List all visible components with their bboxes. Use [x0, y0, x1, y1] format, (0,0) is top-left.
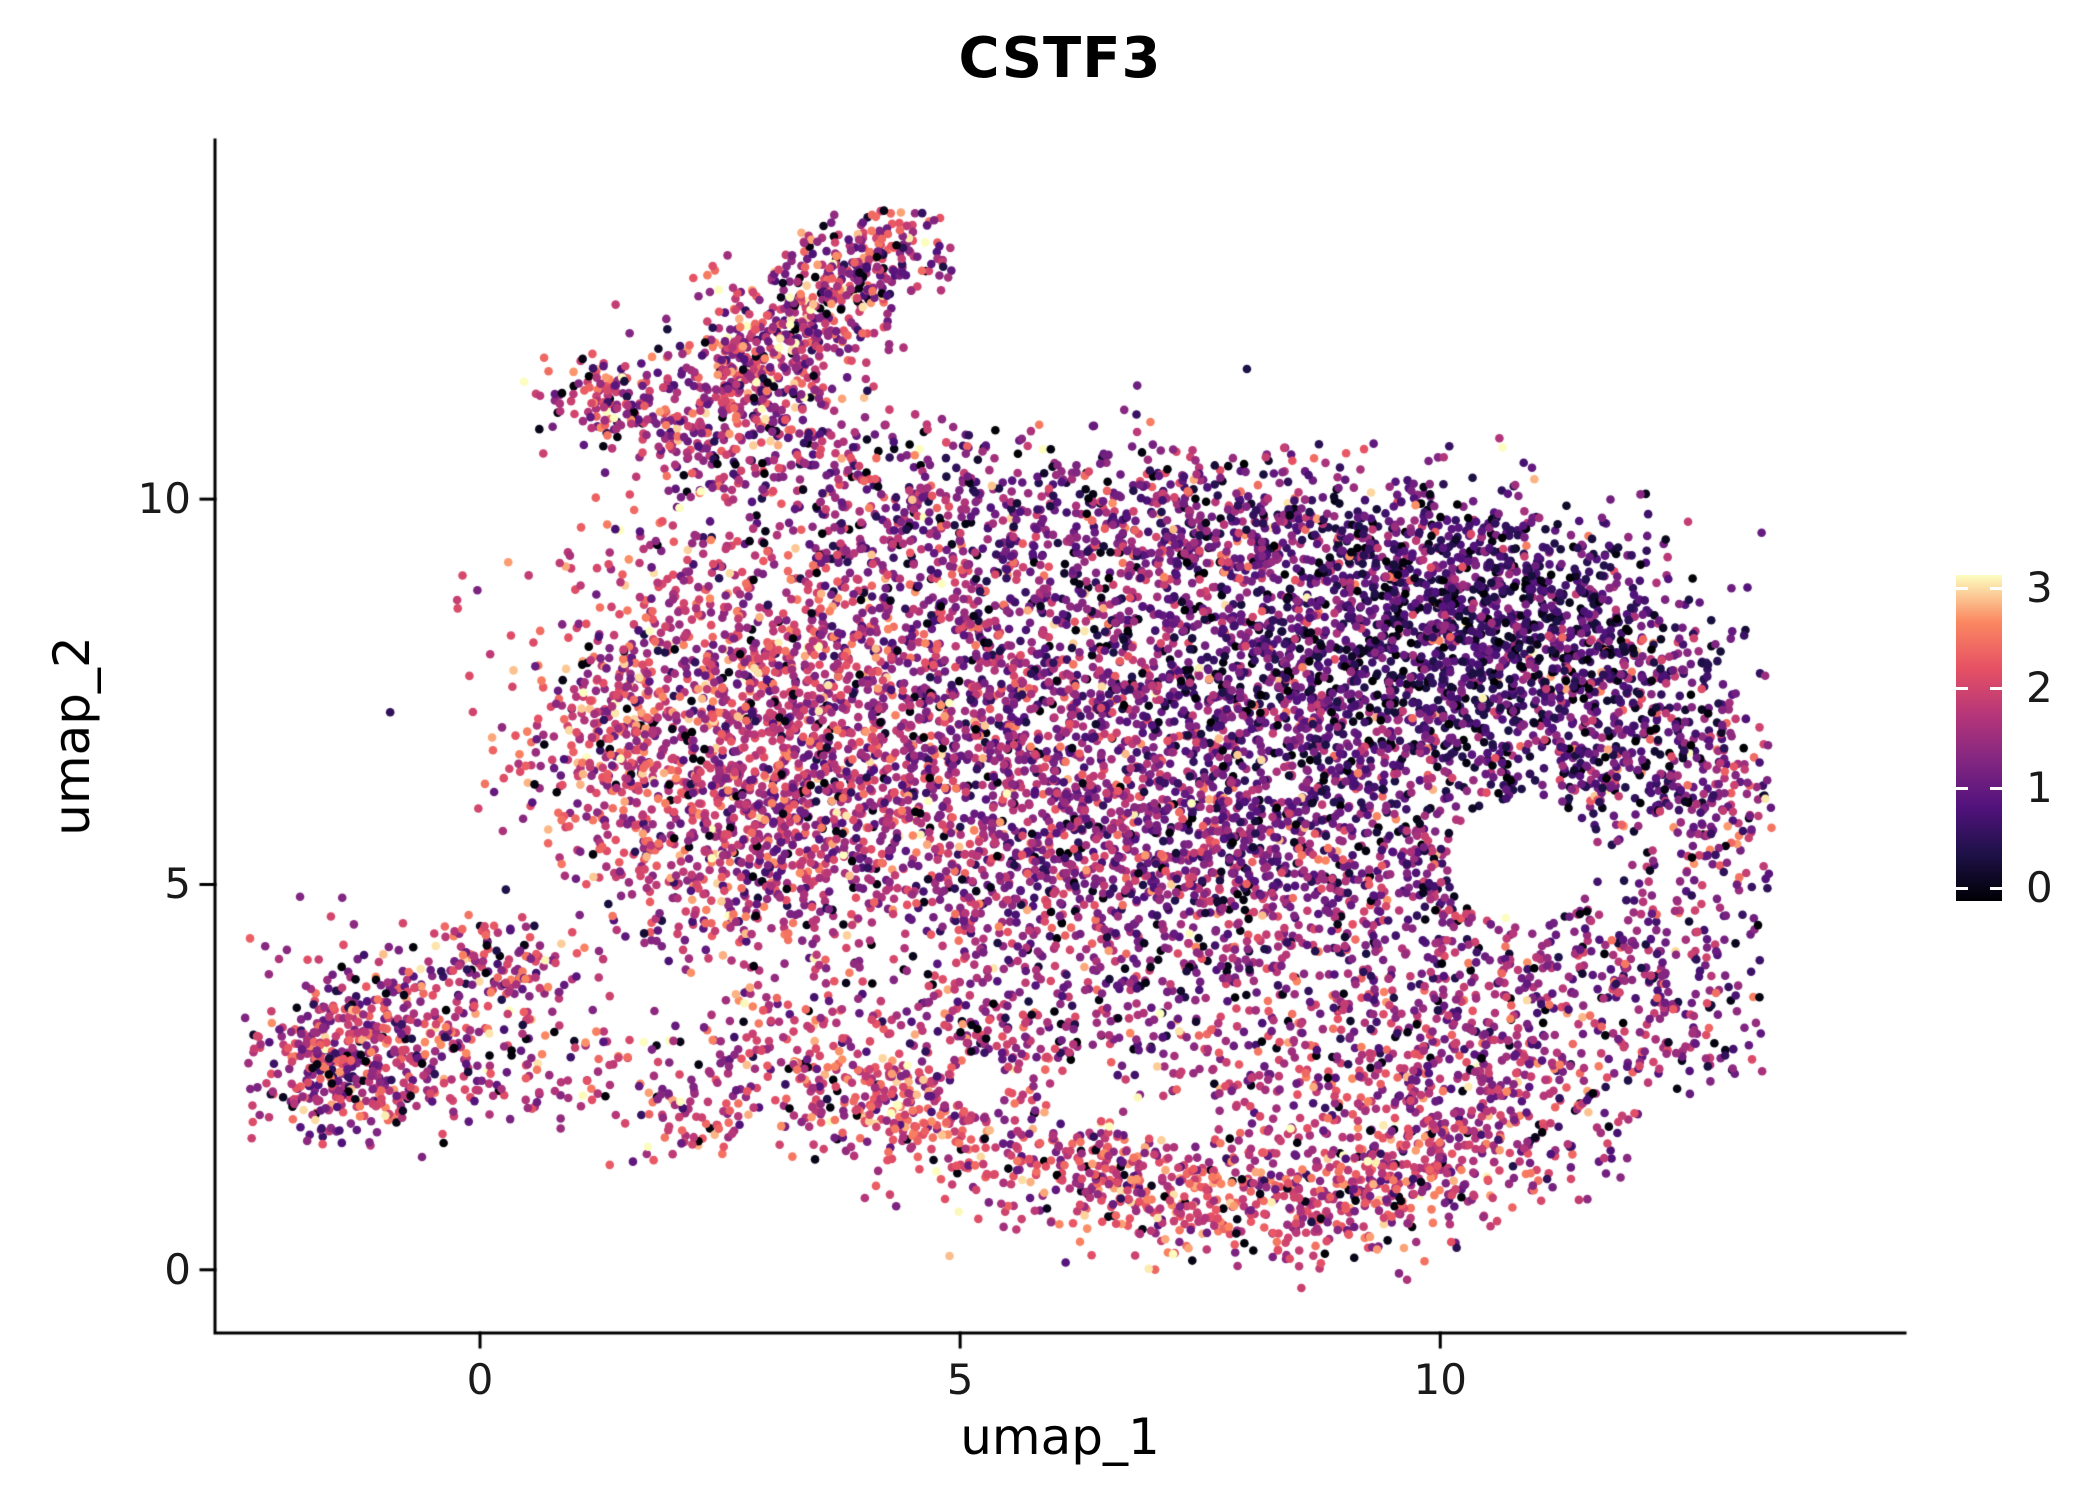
colorbar-tick: [1956, 686, 1968, 690]
colorbar-tick: [1956, 786, 1968, 790]
colorbar-tick: [1990, 586, 2002, 590]
y-tick-label: 10: [137, 474, 191, 524]
y-tick-label: 0: [164, 1244, 191, 1294]
x-tick-label: 0: [466, 1355, 494, 1404]
colorbar-tick: [1956, 886, 1968, 890]
colorbar-tick: [1990, 786, 2002, 790]
colorbar-tick-label: 0: [2026, 863, 2053, 912]
colorbar-tick-label: 3: [2026, 563, 2053, 612]
colorbar-tick: [1990, 886, 2002, 890]
x-tick-label: 5: [946, 1355, 974, 1404]
x-tick-label: 10: [1413, 1355, 1467, 1404]
colorbar: [1956, 575, 2002, 901]
colorbar-gradient: [1956, 575, 2002, 901]
y-tick-label: 5: [164, 859, 191, 909]
y-axis-label: umap_2: [43, 636, 101, 836]
colorbar-tick-label: 1: [2026, 763, 2053, 812]
colorbar-tick-label: 2: [2026, 663, 2053, 712]
colorbar-tick: [1990, 686, 2002, 690]
x-axis-label: umap_1: [960, 1408, 1160, 1466]
colorbar-tick: [1956, 586, 1968, 590]
plot-title: CSTF3: [958, 26, 1162, 91]
